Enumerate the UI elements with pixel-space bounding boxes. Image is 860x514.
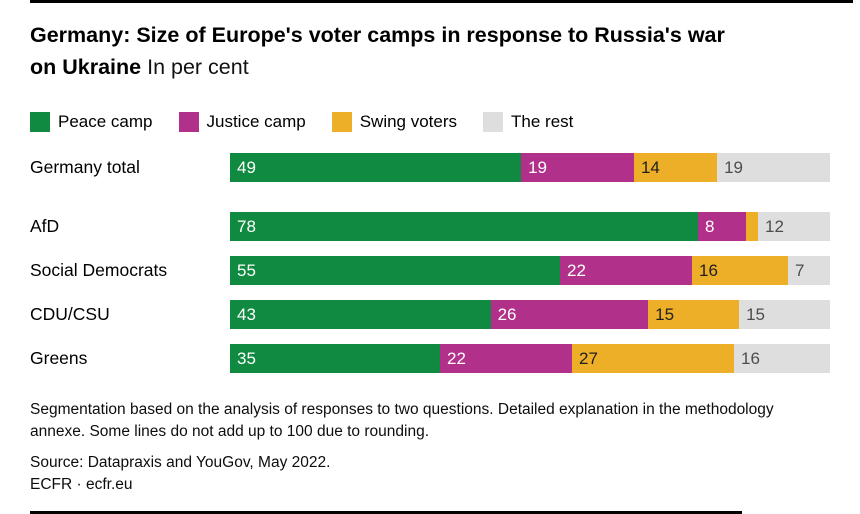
bar-row-germany-total: Germany total 49 19 14 19 <box>30 153 830 182</box>
stacked-bar: 78 8 12 <box>230 212 830 241</box>
bar-segment-swing-voters: 16 <box>692 256 788 285</box>
row-label: AfD <box>30 216 60 236</box>
segment-value-label: 16 <box>699 261 718 280</box>
bar-segment-swing-voters <box>746 212 758 241</box>
legend-swatch-icon <box>30 112 50 132</box>
stacked-bar: 43 26 15 15 <box>230 300 830 329</box>
segment-value-label: 14 <box>640 158 660 177</box>
bar-segment-the-rest: 12 <box>758 212 830 241</box>
bar-segment-the-rest: 16 <box>734 344 830 373</box>
row-label: Social Democrats <box>30 260 168 280</box>
bar-segment-peace-camp: 55 <box>230 256 560 285</box>
bar-row-social-democrats: Social Democrats 55 22 16 7 <box>30 256 830 285</box>
bar-segment-peace-camp: 49 <box>230 153 522 182</box>
segment-value-label: 7 <box>795 261 805 280</box>
row-label: Germany total <box>30 157 140 177</box>
segment-value-label: 8 <box>705 217 715 236</box>
legend-swatch-icon <box>331 112 352 132</box>
legend-item-the-rest: The rest <box>483 112 573 132</box>
chart-title-line2: on Ukraine <box>30 55 142 79</box>
bar-segment-the-rest: 7 <box>788 256 830 285</box>
stacked-bar: 35 22 27 16 <box>230 344 830 373</box>
bar-segment-justice-camp: 26 <box>490 300 649 329</box>
segment-value-label: 22 <box>447 349 466 368</box>
segment-value-label: 26 <box>497 305 517 324</box>
segment-value-label: 16 <box>741 349 760 368</box>
stacked-bar: 55 22 16 7 <box>230 256 830 285</box>
methodology-note-line1: Segmentation based on the analysis of re… <box>30 401 774 418</box>
segment-value-label: 15 <box>655 305 675 324</box>
bar-segment-peace-camp: 43 <box>230 300 491 329</box>
segment-value-label: 19 <box>528 158 547 177</box>
bar-segment-swing-voters: 27 <box>572 344 734 373</box>
bar-row-afd: AfD 78 8 12 <box>30 212 830 241</box>
legend-swatch-icon <box>483 112 504 132</box>
segment-value-label: 15 <box>746 305 765 324</box>
legend: Peace camp Justice camp Swing voters The re… <box>30 112 573 132</box>
chart-subtitle-unit: In per cent <box>141 55 249 79</box>
segment-value-label: 78 <box>237 217 256 236</box>
segment-value-label: 49 <box>237 158 256 177</box>
bar-row-greens: Greens 35 22 27 16 <box>30 344 830 373</box>
legend-label: Peace camp <box>58 112 153 131</box>
segment-value-label: 55 <box>237 261 256 280</box>
brand-line: ECFR · ecfr.eu <box>30 476 133 493</box>
bar-segment-justice-camp: 8 <box>698 212 746 241</box>
bar-row-cdu-csu: CDU/CSU 43 26 15 15 <box>30 300 830 329</box>
segment-value-label: 12 <box>765 217 784 236</box>
legend-item-peace-camp: Peace camp <box>30 112 153 132</box>
row-label: CDU/CSU <box>30 304 110 324</box>
methodology-note-line2: annexe. Some lines do not add up to 100 … <box>30 423 429 440</box>
bar-segment-the-rest: 15 <box>739 300 830 329</box>
legend-label: Swing voters <box>359 112 458 131</box>
top-rule <box>30 0 853 3</box>
chart-title: Germany: Size of Europe's voter camps in… <box>30 19 848 83</box>
legend-label: Justice camp <box>206 112 306 131</box>
legend-item-swing-voters: Swing voters <box>331 112 458 132</box>
segment-value-label: 27 <box>579 349 598 368</box>
segment-value-label: 22 <box>567 261 586 280</box>
bar-segment-justice-camp: 22 <box>440 344 572 373</box>
segment-value-label: 19 <box>724 158 744 177</box>
bar-segment-justice-camp: 19 <box>521 153 634 182</box>
segment-value-label: 35 <box>237 349 256 368</box>
bar-segment-swing-voters: 15 <box>648 300 740 329</box>
bar-segment-justice-camp: 22 <box>560 256 692 285</box>
legend-label: The rest <box>511 112 574 131</box>
bar-segment-peace-camp: 78 <box>230 212 698 241</box>
segment-value-label: 43 <box>237 305 256 324</box>
stacked-bar-chart: Germany total 49 19 14 19 AfD 78 8 12 Social Demo… <box>30 153 830 388</box>
stacked-bar: 49 19 14 19 <box>230 153 830 182</box>
bar-segment-swing-voters: 14 <box>633 153 718 182</box>
legend-item-justice-camp: Justice camp <box>178 112 306 132</box>
chart-title-line1: Germany: Size of Europe's voter camps in… <box>30 23 725 47</box>
row-label: Greens <box>30 348 88 368</box>
bar-segment-the-rest: 19 <box>717 153 830 182</box>
source-line: Source: Datapraxis and YouGov, May 2022. <box>30 454 331 471</box>
bottom-rule <box>30 511 742 514</box>
methodology-note: Segmentation based on the analysis of re… <box>30 399 840 443</box>
bar-segment-peace-camp: 35 <box>230 344 440 373</box>
legend-swatch-icon <box>178 112 199 132</box>
